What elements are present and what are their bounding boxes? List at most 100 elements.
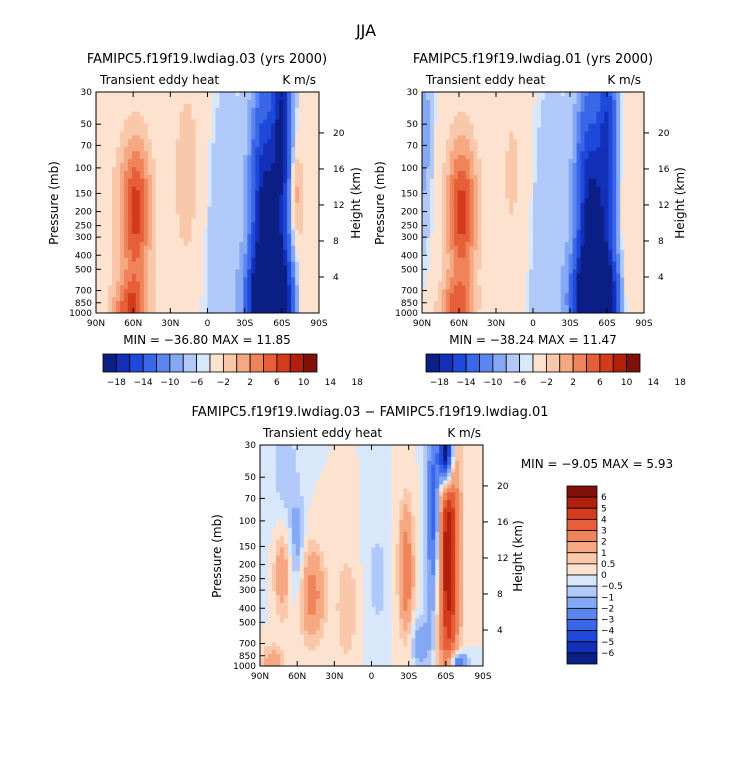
contour-cell (287, 128, 292, 133)
contour-cell (509, 199, 514, 204)
contour-cell (148, 297, 153, 302)
contour-cell (577, 108, 582, 113)
contour-cell (164, 112, 169, 117)
contour-cell (160, 214, 165, 219)
contour-cell (227, 262, 232, 267)
contour-cell (247, 254, 252, 259)
contour-cell (430, 187, 435, 192)
contour-cell (188, 274, 193, 279)
contour-cell (501, 131, 506, 136)
contour-cell (596, 210, 601, 215)
contour-cell (501, 210, 506, 215)
contour-cell (426, 116, 431, 121)
contour-cell (136, 104, 141, 109)
contour-cell (223, 100, 228, 105)
contour-cell (168, 230, 173, 235)
contour-cell (450, 139, 455, 144)
contour-cell (283, 92, 288, 97)
contour-cell (223, 112, 228, 117)
contour-cell (616, 139, 621, 144)
contour-cell (434, 206, 439, 211)
contour-cell (592, 116, 597, 121)
contour-cell (481, 155, 486, 160)
contour-cell (525, 179, 530, 184)
contour-cell (541, 210, 546, 215)
contour-cell (235, 135, 240, 140)
contour-cell (283, 274, 288, 279)
contour-cell (128, 155, 133, 160)
contour-cell (557, 187, 562, 192)
contour-cell (485, 147, 490, 152)
contour-cell (263, 96, 268, 101)
contour-cell (152, 191, 157, 196)
contour-cell (604, 124, 609, 129)
contour-cell (299, 128, 304, 133)
contour-cell (148, 128, 153, 133)
contour-cell (219, 128, 224, 133)
contour-cell (263, 120, 268, 125)
contour-cell (291, 206, 296, 211)
contour-cell (104, 155, 109, 160)
contour-cell (235, 289, 240, 294)
contour-cell (180, 262, 185, 267)
contour-cell (569, 151, 574, 156)
contour-cell (537, 195, 542, 200)
contour-cell (200, 187, 205, 192)
contour-cell (211, 139, 216, 144)
contour-cell (196, 183, 201, 188)
contour-cell (283, 305, 288, 310)
contour-cell (287, 246, 292, 251)
contour-cell (140, 206, 145, 211)
contour-cell (108, 171, 113, 176)
contour-cell (295, 250, 300, 255)
contour-cell (255, 214, 260, 219)
contour-cell (569, 206, 574, 211)
contour-cell (478, 131, 483, 136)
contour-cell (307, 281, 312, 286)
contour-cell (160, 167, 165, 172)
contour-cell (243, 100, 248, 105)
contour-cell (235, 191, 240, 196)
contour-cell (596, 163, 601, 168)
contour-cell (204, 195, 209, 200)
contour-cell (180, 128, 185, 133)
contour-cell (612, 175, 617, 180)
contour-cell (243, 112, 248, 117)
contour-cell (176, 293, 181, 298)
contour-cell (116, 234, 121, 239)
contour-cell (227, 163, 232, 168)
contour-cell (295, 266, 300, 271)
contour-cell (152, 301, 157, 306)
contour-cell (299, 92, 304, 97)
contour-cell (255, 206, 260, 211)
contour-cell (176, 274, 181, 279)
contour-cell (581, 187, 586, 192)
contour-cell (208, 242, 213, 247)
contour-cell (112, 163, 117, 168)
contour-cell (132, 242, 137, 247)
contour-cell (553, 116, 558, 121)
contour-cell (172, 281, 177, 286)
contour-cell (172, 139, 177, 144)
contour-cell (247, 270, 252, 275)
y-axis-right-label: Height (km) (349, 167, 363, 238)
contour-cell (247, 135, 252, 140)
contour-cell (569, 128, 574, 133)
contour-cell (291, 151, 296, 156)
contour-cell (434, 116, 439, 121)
contour-cell (227, 135, 232, 140)
contour-cell (140, 234, 145, 239)
contour-cell (529, 124, 534, 129)
contour-cell (485, 135, 490, 140)
contour-cell (541, 167, 546, 172)
contour-cell (509, 139, 514, 144)
contour-cell (608, 112, 613, 117)
contour-cell (608, 171, 613, 176)
contour-cell (446, 128, 451, 133)
contour-cell (251, 274, 256, 279)
contour-cell (148, 274, 153, 279)
contour-cell (557, 120, 562, 125)
contour-cell (152, 226, 157, 231)
contour-cell (283, 266, 288, 271)
contour-cell (219, 238, 224, 243)
